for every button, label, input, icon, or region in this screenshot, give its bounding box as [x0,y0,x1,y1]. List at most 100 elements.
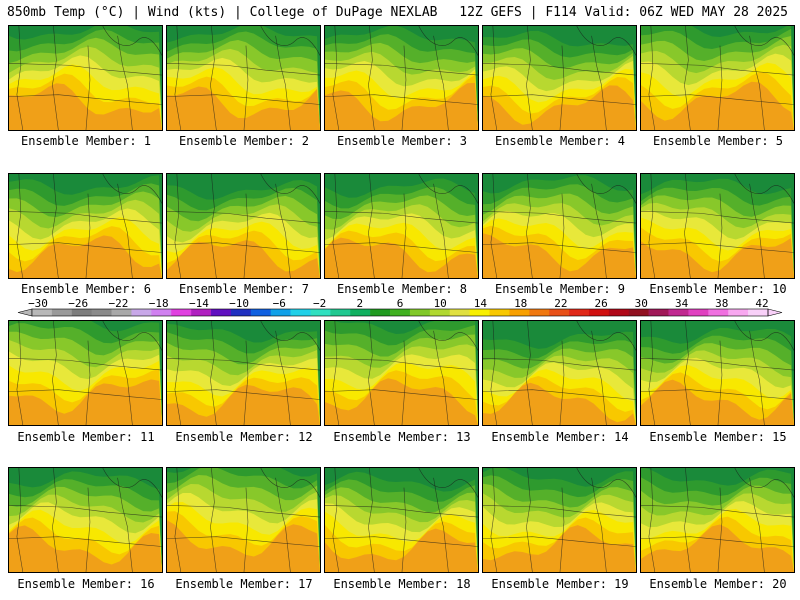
ensemble-member-label: Ensemble Member: 16 [17,577,155,591]
ensemble-member-map [640,173,795,279]
colorbar-swatch [668,309,689,316]
ensemble-member-label: Ensemble Member: 9 [494,282,626,296]
colorbar-swatch [628,309,649,316]
ensemble-member-label: Ensemble Member: 15 [649,430,787,444]
colorbar-tick-label: −26 [68,297,88,310]
colorbar-right-arrow [767,308,783,317]
colorbar-swatch [608,309,630,316]
colorbar-tick-label: 14 [474,297,488,310]
colorbar-swatch [429,309,451,316]
ensemble-member-map [324,25,479,131]
colorbar-swatch [151,309,172,316]
map-title: 850mb Temp (°C) | Wind (kts) | College o… [7,5,438,20]
colorbar-swatch [688,309,709,316]
colorbar-swatch [370,309,391,316]
ensemble-member-map [8,25,163,131]
colorbar-swatch [489,309,510,316]
colorbar-swatch [32,309,53,316]
colorbar-tick-label: −30 [28,297,48,310]
ensemble-member-label: Ensemble Member: 3 [336,134,468,148]
ensemble-member-label: Ensemble Member: 12 [175,430,313,444]
colorbar-tick-label: 22 [554,297,567,310]
ensemble-member-label: Ensemble Member: 14 [491,430,629,444]
colorbar-swatch [330,309,351,316]
ensemble-member-label: Ensemble Member: 10 [649,282,787,296]
ensemble-member-label: Ensemble Member: 5 [652,134,784,148]
ensemble-member-label: Ensemble Member: 18 [333,577,471,591]
colorbar-tick-label: 34 [675,297,689,310]
colorbar-swatch [270,309,291,316]
colorbar-tick-label: −10 [229,297,249,310]
colorbar-left-arrow [17,308,33,317]
colorbar-tick-label: −2 [313,297,326,310]
ensemble-member-map [166,467,321,573]
colorbar-tick-label: −22 [108,297,128,310]
colorbar-swatch [390,309,411,316]
colorbar-swatch [171,309,192,316]
ensemble-member-map [8,173,163,279]
colorbar-swatch [350,309,371,316]
colorbar-swatch [71,309,92,316]
ensemble-member-label: Ensemble Member: 19 [491,577,629,591]
colorbar-swatch [250,309,271,316]
ensemble-member-map [166,173,321,279]
ensemble-member-map [482,173,637,279]
ensemble-member-map [640,320,795,426]
ensemble-member-label: Ensemble Member: 1 [20,134,152,148]
colorbar-swatch [529,309,550,316]
colorbar-swatch [509,309,530,316]
colorbar-swatch [51,309,73,316]
ensemble-member-map [166,25,321,131]
colorbar-tick-label: 6 [397,297,404,310]
ensemble-member-map [482,467,637,573]
ensemble-member-label: Ensemble Member: 2 [178,134,310,148]
ensemble-member-map [640,25,795,131]
colorbar-swatch [131,309,152,316]
ensemble-member-map [166,320,321,426]
ensemble-member-label: Ensemble Member: 20 [649,577,787,591]
ensemble-member-label: Ensemble Member: 6 [20,282,152,296]
ensemble-member-map [324,467,479,573]
colorbar-tick-label: −6 [273,297,286,310]
colorbar-swatch [409,309,431,316]
colorbar-tick-label: 30 [635,297,648,310]
colorbar-tick-label: 26 [594,297,607,310]
ensemble-member-map [482,320,637,426]
colorbar-swatch [111,309,132,316]
colorbar-tick-label: 2 [356,297,363,310]
colorbar-swatch [290,309,311,316]
colorbar-swatch [648,309,669,316]
temperature-colorbar: −30 −26 −22 −18 −14 −10 −6 −2 2 6 10 14 18 22 26 30 34 38… [17,297,783,317]
ensemble-member-map [324,320,479,426]
colorbar-swatch [230,309,252,316]
ensemble-member-label: Ensemble Member: 11 [17,430,155,444]
run-valid-time: 12Z GEFS | F114 Valid: 06Z WED MAY 28 20… [459,5,788,20]
colorbar-tick-label: 38 [715,297,728,310]
ensemble-member-map [640,467,795,573]
colorbar-swatch [191,309,212,316]
ensemble-member-map [324,173,479,279]
colorbar-swatch [211,309,232,316]
ensemble-member-map [8,467,163,573]
colorbar-swatch [708,309,729,316]
ensemble-member-label: Ensemble Member: 8 [336,282,468,296]
colorbar-swatch [748,309,769,316]
colorbar-tick-label: −14 [189,297,209,310]
ensemble-member-label: Ensemble Member: 7 [178,282,310,296]
colorbar-swatch [310,309,331,316]
ensemble-member-map [482,25,637,131]
ensemble-member-label: Ensemble Member: 4 [494,134,626,148]
colorbar-frame [31,308,769,317]
colorbar-tick-label: −18 [149,297,169,310]
colorbar-swatch [449,309,470,316]
colorbar-tick-label: 10 [434,297,447,310]
ensemble-member-map [8,320,163,426]
colorbar-swatch [728,309,749,316]
ensemble-member-label: Ensemble Member: 13 [333,430,471,444]
ensemble-member-label: Ensemble Member: 17 [175,577,313,591]
colorbar-swatch [91,309,112,316]
colorbar-swatch [549,309,570,316]
colorbar-swatch [569,309,590,316]
colorbar-tick-label: 18 [514,297,527,310]
colorbar-tick-label: 42 [755,297,768,310]
